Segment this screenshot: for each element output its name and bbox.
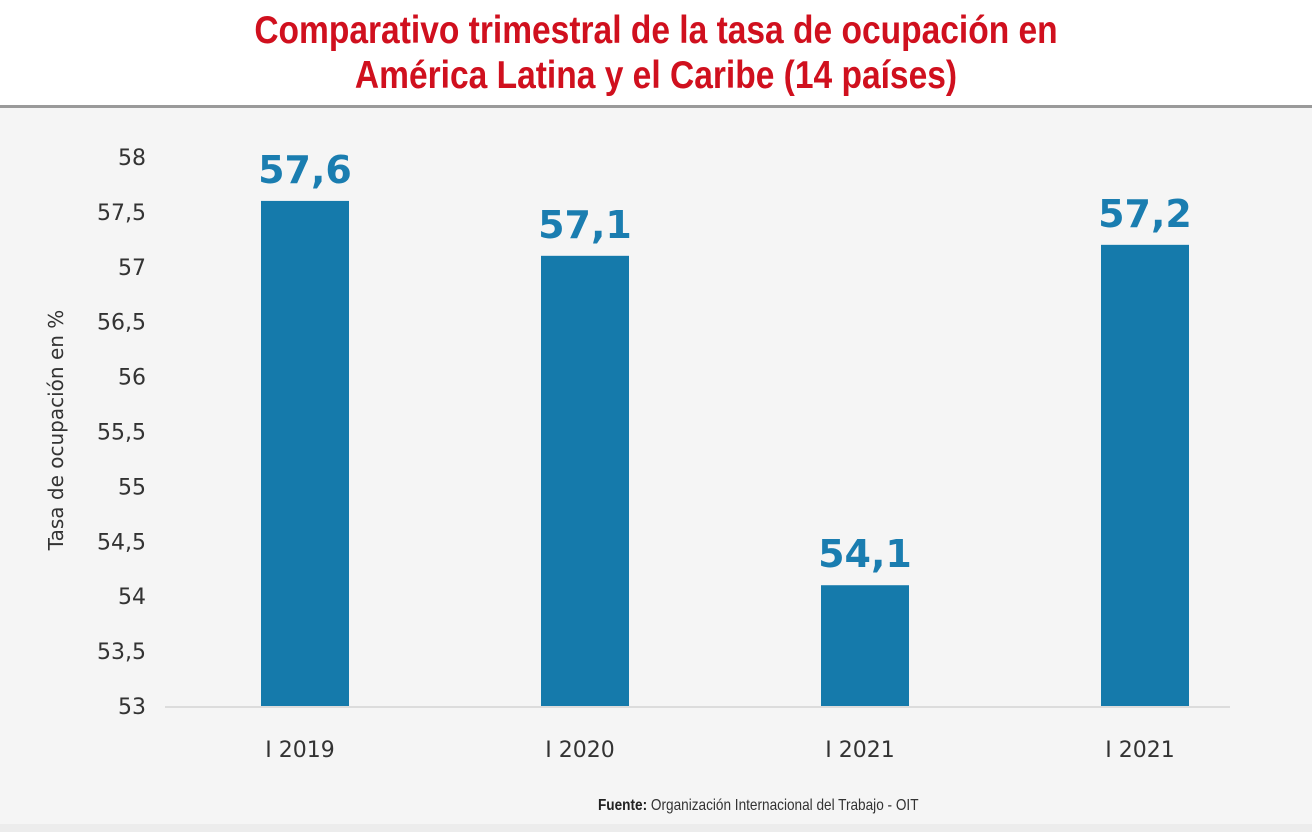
y-tick-label: 53 bbox=[118, 695, 146, 720]
title-line-1: Comparativo trimestral de la tasa de ocu… bbox=[254, 9, 1058, 52]
source-label: Fuente: bbox=[598, 797, 648, 814]
y-tick-label: 55,5 bbox=[97, 421, 146, 446]
y-tick-label: 58 bbox=[118, 146, 146, 171]
y-axis-ticks: 53 53,5 54 54,5 55 55,5 56 56,5 57 57,5 58 bbox=[97, 146, 146, 720]
source-text: Organización Internacional del Trabajo -… bbox=[650, 797, 919, 814]
y-tick-label: 57 bbox=[118, 256, 146, 281]
y-axis-label: Tasa de ocupación en % bbox=[44, 310, 68, 552]
bar bbox=[261, 200, 349, 707]
y-tick-label: 57,5 bbox=[97, 201, 146, 226]
y-tick-label: 55 bbox=[118, 475, 146, 500]
footer-strip bbox=[0, 824, 1312, 832]
bar bbox=[541, 255, 629, 706]
source-note: Fuente: Organización Internacional del T… bbox=[598, 797, 919, 815]
y-tick-label: 53,5 bbox=[97, 640, 146, 665]
x-tick-label: I 2019 bbox=[265, 738, 334, 763]
header: Comparativo trimestral de la tasa de ocu… bbox=[0, 0, 1312, 108]
bar bbox=[821, 585, 909, 706]
bars: 57,6 I 2019 57,1 I 2020 54,1 I 2021 57,2 I 2021 bbox=[258, 148, 1192, 763]
y-tick-label: 54 bbox=[118, 585, 146, 610]
data-label: 57,2 bbox=[1098, 192, 1192, 236]
chart-title: Comparativo trimestral de la tasa de ocu… bbox=[92, 8, 1220, 98]
y-tick-label: 56,5 bbox=[97, 311, 146, 336]
title-line-2: América Latina y el Caribe (14 países) bbox=[354, 54, 958, 97]
x-tick-label: I 2021 bbox=[825, 738, 894, 763]
data-label: 57,6 bbox=[258, 148, 352, 192]
data-label: 54,1 bbox=[818, 532, 912, 576]
bar bbox=[1101, 244, 1189, 706]
y-tick-label: 54,5 bbox=[97, 530, 146, 555]
x-tick-label: I 2021 bbox=[1105, 738, 1174, 763]
y-tick-label: 56 bbox=[118, 366, 146, 391]
data-label: 57,1 bbox=[538, 203, 632, 247]
x-tick-label: I 2020 bbox=[545, 738, 614, 763]
